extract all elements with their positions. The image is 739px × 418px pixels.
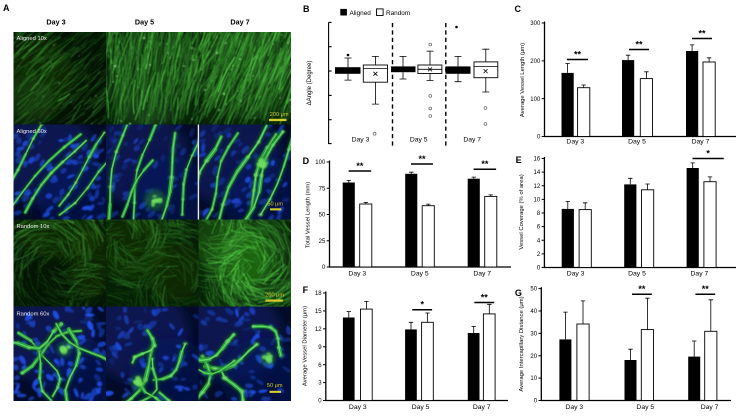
svg-text:Day 3: Day 3 — [565, 404, 583, 411]
svg-text:G: G — [515, 288, 522, 298]
svg-text:12: 12 — [534, 184, 541, 190]
svg-text:Day 7: Day 7 — [230, 18, 249, 27]
svg-text:40: 40 — [530, 309, 537, 315]
svg-text:50: 50 — [530, 287, 537, 293]
svg-text:Random: Random — [386, 10, 410, 17]
svg-text:Day 3: Day 3 — [348, 271, 366, 278]
svg-text:Aligned: Aligned — [350, 10, 372, 17]
svg-text:Day 5: Day 5 — [628, 271, 646, 278]
svg-text:Total Vessel Length (mm): Total Vessel Length (mm) — [306, 182, 312, 248]
svg-text:16: 16 — [534, 157, 541, 163]
svg-text:Day 5: Day 5 — [636, 404, 654, 411]
svg-text:Day 7: Day 7 — [692, 139, 710, 146]
svg-text:**: ** — [481, 159, 489, 169]
svg-text:Average Intercapillary Dista: Average Intercapillary Distance (μm) — [519, 296, 525, 391]
svg-text:**: ** — [702, 284, 710, 294]
svg-text:Day 7: Day 7 — [691, 271, 709, 278]
svg-text:D: D — [303, 156, 310, 166]
svg-text:6: 6 — [318, 363, 322, 369]
svg-text:**: ** — [638, 284, 646, 294]
svg-text:10: 10 — [530, 376, 537, 382]
svg-text:0: 0 — [537, 135, 541, 141]
svg-text:Day 3: Day 3 — [46, 18, 65, 27]
svg-text:4: 4 — [537, 238, 541, 244]
svg-text:Aligned 10x: Aligned 10x — [17, 36, 47, 42]
svg-text:100: 100 — [315, 160, 326, 166]
svg-text:**: ** — [698, 28, 706, 38]
svg-text:**: ** — [356, 161, 364, 171]
svg-text:*: * — [706, 148, 710, 158]
svg-text:Aligned 60x: Aligned 60x — [17, 129, 47, 135]
svg-text:Vessel Coverage (% of area): Vessel Coverage (% of area) — [519, 174, 525, 249]
svg-text:Day 3: Day 3 — [352, 137, 370, 144]
svg-text:0: 0 — [537, 266, 541, 272]
svg-text:50: 50 — [319, 213, 326, 219]
svg-text:**: ** — [418, 154, 426, 164]
svg-text:200 μm: 200 μm — [270, 112, 289, 118]
svg-text:200 μm: 200 μm — [265, 292, 284, 298]
svg-text:10: 10 — [534, 197, 541, 203]
svg-text:50 μm: 50 μm — [267, 201, 283, 207]
svg-text:25: 25 — [319, 239, 326, 245]
svg-text:75: 75 — [319, 186, 326, 192]
svg-text:6: 6 — [537, 225, 541, 231]
svg-text:Day 3: Day 3 — [349, 404, 367, 411]
svg-text:Day 5: Day 5 — [628, 139, 646, 146]
svg-text:Day 5: Day 5 — [135, 18, 154, 27]
svg-text:0: 0 — [322, 265, 326, 271]
svg-text:Average Vessel Length (μm): Average Vessel Length (μm) — [520, 43, 526, 117]
svg-text:3: 3 — [318, 381, 322, 387]
svg-text:100: 100 — [530, 97, 541, 103]
svg-text:C: C — [515, 4, 522, 14]
svg-text:Day 3: Day 3 — [566, 139, 584, 146]
svg-text:*: * — [420, 300, 424, 310]
svg-text:20: 20 — [530, 354, 537, 360]
svg-text:**: ** — [481, 292, 489, 302]
svg-text:E: E — [516, 155, 522, 165]
svg-text:200: 200 — [530, 59, 541, 65]
svg-text:Day 7: Day 7 — [473, 404, 491, 411]
svg-text:B: B — [303, 4, 310, 14]
svg-text:14: 14 — [534, 170, 541, 176]
svg-text:9: 9 — [318, 345, 322, 351]
svg-text:Average Vessel Diameter (μm): Average Vessel Diameter (μm) — [303, 306, 309, 386]
svg-text:Day 7: Day 7 — [473, 271, 491, 278]
svg-text:2: 2 — [537, 252, 541, 258]
svg-text:Day 7: Day 7 — [701, 404, 719, 411]
svg-text:Day 7: Day 7 — [463, 137, 481, 144]
svg-text:30: 30 — [530, 331, 537, 337]
svg-text:12: 12 — [315, 327, 322, 333]
svg-text:8: 8 — [537, 211, 541, 217]
svg-text:Random 60x: Random 60x — [17, 312, 50, 318]
svg-text:18: 18 — [315, 291, 322, 297]
svg-text:Day 3: Day 3 — [567, 271, 585, 278]
svg-text:0: 0 — [318, 399, 322, 405]
svg-text:**: ** — [574, 49, 582, 59]
svg-text:0: 0 — [534, 399, 538, 405]
svg-text:15: 15 — [315, 309, 322, 315]
svg-text:F: F — [303, 285, 309, 295]
svg-text:50 μm: 50 μm — [267, 383, 283, 389]
svg-text:ΔAngle (Degree): ΔAngle (Degree) — [307, 61, 313, 106]
svg-text:Day 5: Day 5 — [410, 137, 428, 144]
svg-text:Day 5: Day 5 — [412, 404, 430, 411]
svg-text:Day 5: Day 5 — [411, 271, 429, 278]
svg-text:**: ** — [635, 39, 643, 49]
svg-text:300: 300 — [530, 21, 541, 27]
svg-text:A: A — [3, 3, 10, 13]
svg-text:Random 10x: Random 10x — [17, 224, 50, 230]
